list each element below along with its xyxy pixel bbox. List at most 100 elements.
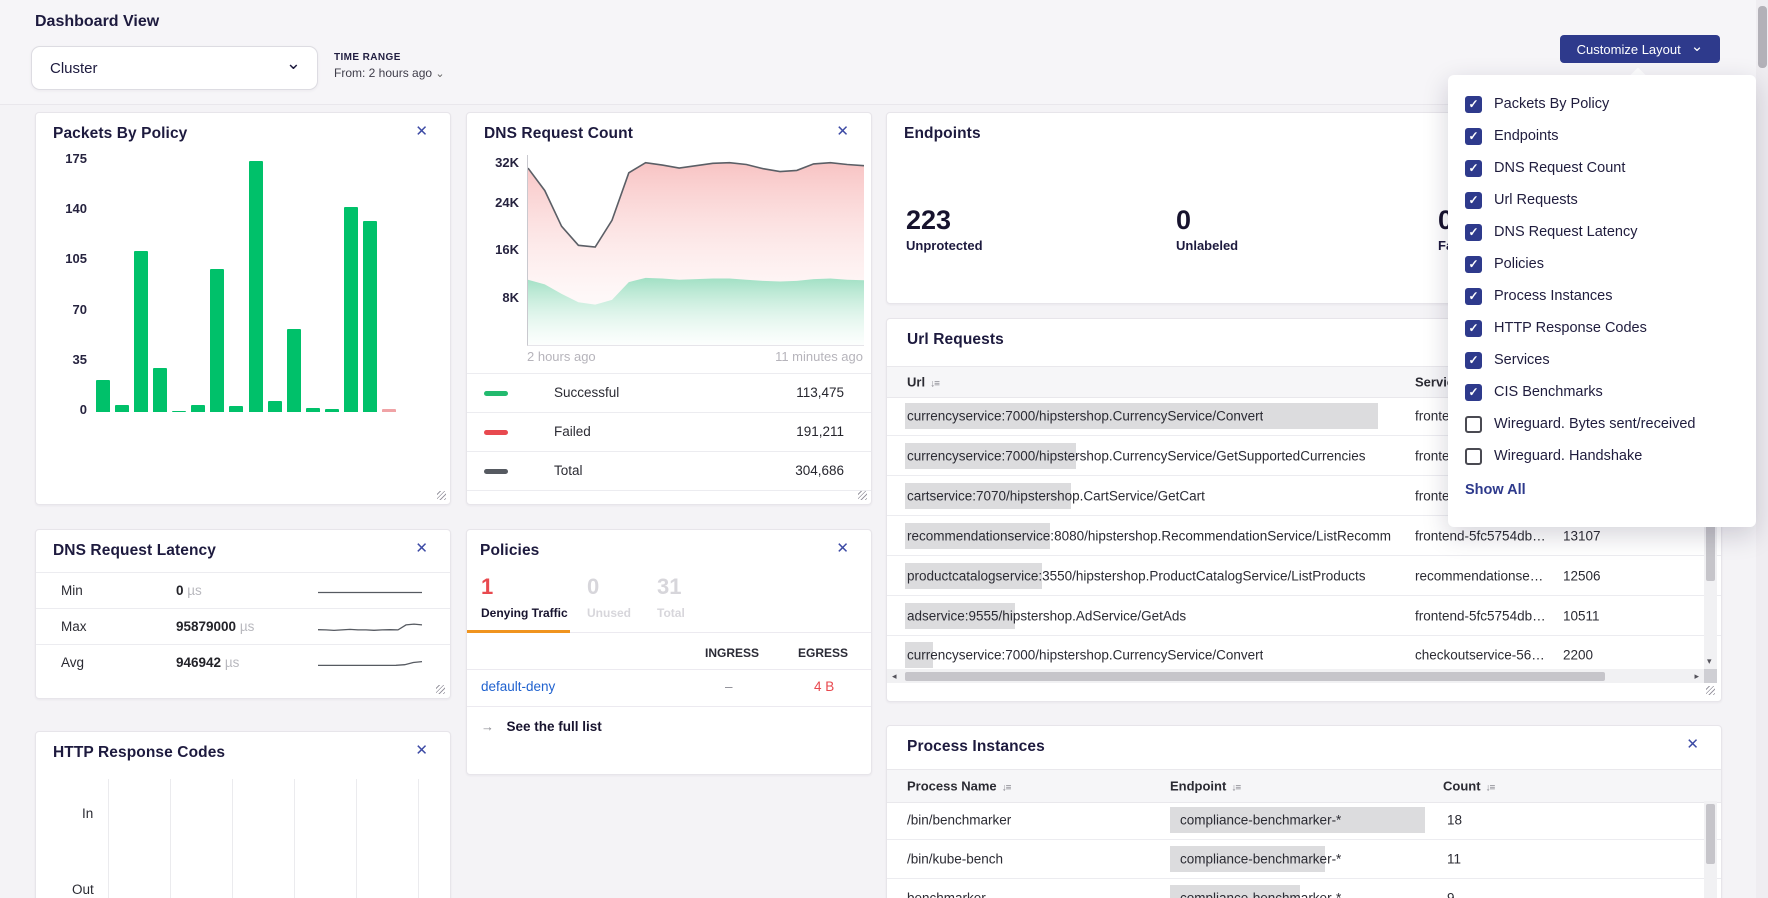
caret-left-icon[interactable]: ◂ — [892, 672, 897, 681]
tab-value: 1 — [481, 574, 568, 600]
stat-value: 0 — [1176, 205, 1238, 235]
heatmap-grid — [108, 779, 450, 898]
latency-value: 946942 µs — [176, 655, 239, 670]
close-icon[interactable]: ✕ — [415, 124, 428, 139]
column-header-count[interactable]: Count↓≡ — [1443, 779, 1494, 794]
egress-value: 4 B — [814, 679, 834, 694]
menu-item-endpoints[interactable]: ✓Endpoints — [1448, 120, 1756, 152]
checkbox-checked[interactable]: ✓ — [1465, 160, 1482, 177]
process-cell: benchmarker — [907, 891, 986, 898]
y-tick: 16K — [467, 242, 519, 257]
close-icon[interactable]: ✕ — [1686, 737, 1699, 752]
scrollbar-thumb[interactable] — [1706, 804, 1715, 864]
card-title: HTTP Response Codes — [53, 744, 225, 762]
process-cell: /bin/benchmarker — [907, 813, 1011, 828]
bar-allowed — [344, 207, 358, 412]
count-cell: 10511 — [1563, 608, 1600, 623]
menu-item-http-response-codes[interactable]: ✓HTTP Response Codes — [1448, 312, 1756, 344]
menu-item-wireguard-bytes[interactable]: Wireguard. Bytes sent/received — [1448, 408, 1756, 440]
checkbox-checked[interactable]: ✓ — [1465, 384, 1482, 401]
tab-denying-traffic[interactable]: 1 Denying Traffic — [481, 574, 568, 620]
menu-item-dns-request-count[interactable]: ✓DNS Request Count — [1448, 152, 1756, 184]
view-selector[interactable]: Cluster ⌄ — [31, 46, 318, 90]
scrollbar-thumb[interactable] — [1758, 6, 1767, 68]
url-cell: cartservice:7070/hipstershop.CartService… — [907, 488, 1205, 503]
resize-handle[interactable] — [1706, 686, 1715, 695]
policy-link[interactable]: default-deny — [481, 679, 555, 694]
sparkline-avg — [317, 655, 423, 671]
failed-swatch — [484, 430, 508, 435]
menu-item-packets-by-policy[interactable]: ✓Packets By Policy — [1448, 88, 1756, 120]
column-header-process-name[interactable]: Process Name↓≡ — [907, 779, 1010, 794]
checkbox-unchecked[interactable] — [1465, 448, 1482, 465]
menu-item-policies[interactable]: ✓Policies — [1448, 248, 1756, 280]
checkbox-checked[interactable]: ✓ — [1465, 256, 1482, 273]
page-scrollbar[interactable] — [1756, 0, 1768, 898]
legend-row-failed: Failed 191,211 — [467, 413, 871, 452]
checkbox-checked[interactable]: ✓ — [1465, 320, 1482, 337]
sparkline-min — [317, 583, 423, 599]
url-cell: productcatalogservice:3550/hipstershop.P… — [907, 568, 1366, 583]
card-dns-request-latency: DNS Request Latency ✕ Min 0 µs Max 95879… — [35, 529, 451, 699]
menu-item-process-instances[interactable]: ✓Process Instances — [1448, 280, 1756, 312]
checkbox-checked[interactable]: ✓ — [1465, 96, 1482, 113]
scrollbar-thumb[interactable] — [905, 672, 1605, 681]
tab-unused[interactable]: 0 Unused — [587, 574, 631, 620]
url-cell: currencyservice:7000/hipstershop.Currenc… — [907, 648, 1263, 663]
table-row: benchmarker compliance-benchmarker-* 9 — [887, 879, 1721, 898]
card-title: DNS Request Count — [484, 125, 633, 143]
column-header-endpoint[interactable]: Endpoint↓≡ — [1170, 779, 1240, 794]
service-cell: recommendationse… — [1415, 568, 1543, 583]
card-title: Packets By Policy — [53, 125, 187, 143]
service-cell: frontend-5fc5754db… — [1415, 528, 1546, 543]
y-tick: 140 — [36, 202, 87, 216]
menu-item-cis-benchmarks[interactable]: ✓CIS Benchmarks — [1448, 376, 1756, 408]
bar-allowed — [96, 380, 110, 412]
checkbox-checked[interactable]: ✓ — [1465, 192, 1482, 209]
checkbox-checked[interactable]: ✓ — [1465, 288, 1482, 305]
close-icon[interactable]: ✕ — [415, 541, 428, 556]
caret-right-icon[interactable]: ▸ — [1694, 672, 1699, 681]
legend-label: Successful — [554, 385, 619, 400]
checkbox-checked[interactable]: ✓ — [1465, 224, 1482, 241]
tab-total[interactable]: 31 Total — [657, 574, 685, 620]
see-full-list[interactable]: → See the full list — [481, 718, 602, 736]
sort-icon: ↓≡ — [1231, 783, 1240, 794]
show-all-link[interactable]: Show All — [1465, 482, 1756, 498]
table-header: Process Name↓≡ Endpoint↓≡ Count↓≡ — [887, 769, 1721, 803]
column-header-url[interactable]: Url↓≡ — [907, 375, 939, 390]
count-cell: 11 — [1447, 852, 1461, 867]
menu-item-dns-request-latency[interactable]: ✓DNS Request Latency — [1448, 216, 1756, 248]
caret-down-icon[interactable]: ▾ — [1707, 657, 1712, 666]
close-icon[interactable]: ✕ — [836, 124, 849, 139]
service-cell: frontend-5fc5754db… — [1415, 608, 1546, 623]
bar-allowed — [115, 405, 129, 412]
tab-label: Denying Traffic — [481, 606, 568, 620]
sparkline-max — [317, 619, 423, 635]
close-icon[interactable]: ✕ — [415, 743, 428, 758]
checkbox-checked[interactable]: ✓ — [1465, 128, 1482, 145]
resize-handle[interactable] — [437, 491, 446, 500]
time-range-value[interactable]: From: 2 hours ago ⌄ — [334, 66, 445, 80]
close-icon[interactable]: ✕ — [836, 541, 849, 556]
resize-handle[interactable] — [858, 491, 867, 500]
checkbox-checked[interactable]: ✓ — [1465, 352, 1482, 369]
checkbox-unchecked[interactable] — [1465, 416, 1482, 433]
horizontal-scrollbar[interactable]: ◂ ▸ — [887, 669, 1704, 683]
menu-item-wireguard-handshake[interactable]: Wireguard. Handshake — [1448, 440, 1756, 472]
bar-allowed — [306, 408, 320, 412]
time-range: TIME RANGE From: 2 hours ago ⌄ — [334, 52, 445, 80]
customize-layout-button[interactable]: Customize Layout ⌄ — [1560, 35, 1720, 63]
bar-allowed — [249, 161, 263, 412]
card-title: Url Requests — [907, 331, 1004, 349]
menu-item-services[interactable]: ✓Services — [1448, 344, 1756, 376]
resize-handle[interactable] — [436, 685, 445, 694]
menu-item-url-requests[interactable]: ✓Url Requests — [1448, 184, 1756, 216]
legend-row-total: Total 304,686 — [467, 452, 871, 491]
card-packets-by-policy: Packets By Policy ✕ 17514010570350 Allow… — [35, 112, 451, 505]
table-row: /bin/benchmarker compliance-benchmarker-… — [887, 801, 1721, 840]
tab-value: 31 — [657, 574, 685, 600]
vertical-scrollbar[interactable] — [1704, 801, 1717, 898]
dashboard-page: Dashboard View Cluster ⌄ TIME RANGE From… — [0, 0, 1768, 898]
legend-label: Failed — [554, 424, 591, 439]
